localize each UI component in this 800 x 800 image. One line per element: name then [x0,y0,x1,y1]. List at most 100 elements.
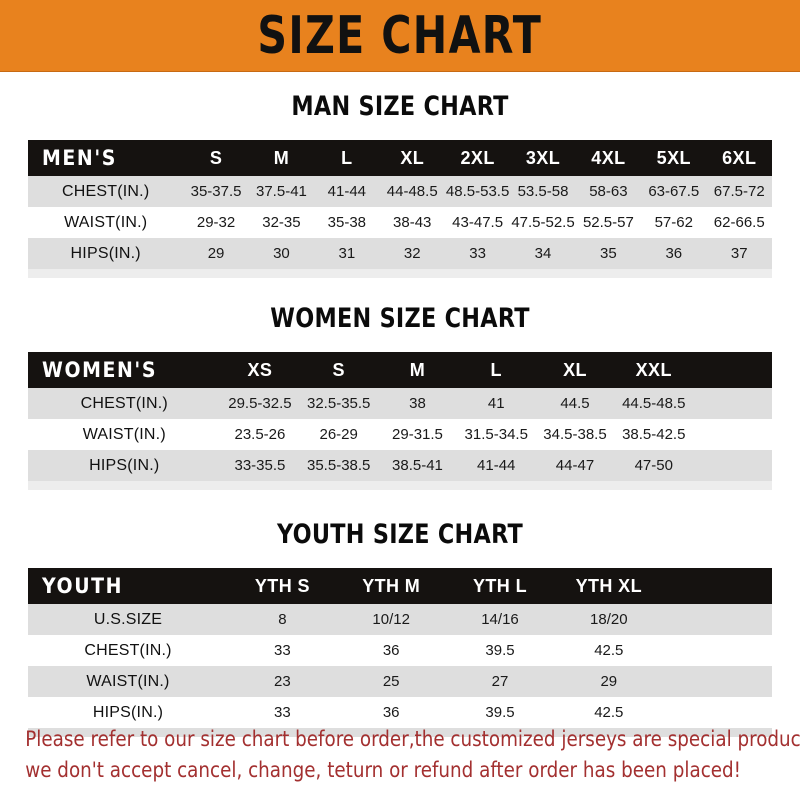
women-spacer-cell [693,388,772,419]
youth-cell: 18/20 [554,604,664,635]
men-cell: 35-37.5 [183,176,249,207]
men-cell: 67.5-72 [706,176,772,207]
men-size-header: 3XL [510,140,576,176]
women-table-tail-cell [28,481,772,490]
youth-row-label: HIPS(IN.) [28,697,228,728]
youth-row-label: WAIST(IN.) [28,666,228,697]
youth-cell: 29 [554,666,664,697]
youth-cell: 10/12 [336,604,446,635]
table-row: CHEST(IN.) 29.5-32.5 32.5-35.5 38 41 44.5 44.5… [28,388,772,419]
women-cell: 44-47 [535,450,615,481]
men-cell: 58-63 [575,176,642,207]
women-section-title: WOMEN SIZE CHART [270,303,530,334]
women-cell: 31.5-34.5 [456,419,536,450]
women-spacer-cell [693,419,772,450]
men-table-tail [28,269,772,278]
youth-cell: 36 [336,635,446,666]
spacer [0,490,800,520]
men-cell: 62-66.5 [706,207,772,238]
table-row: CHEST(IN.) 33 36 39.5 42.5 [28,635,772,666]
youth-spacer-cell [663,635,772,666]
youth-cell: 39.5 [445,635,555,666]
women-size-header: XXL [614,352,694,388]
youth-row-label: U.S.SIZE [28,604,228,635]
men-cell: 57-62 [641,207,707,238]
youth-cell: 39.5 [445,697,555,728]
youth-header-spacer-cell [663,568,772,604]
disclaimer: Please refer to our size chart before or… [0,724,800,786]
table-row: WAIST(IN.) 23.5-26 26-29 29-31.5 31.5-34.5 34… [28,419,772,450]
women-size-header: M [378,352,457,388]
women-cell: 32.5-35.5 [299,388,379,419]
youth-cell: 8 [228,604,337,635]
table-row: HIPS(IN.) 33-35.5 35.5-38.5 38.5-41 41-44 44-… [28,450,772,481]
men-cell: 32 [379,238,445,269]
table-row: CHEST(IN.) 35-37.5 37.5-41 41-44 44-48.5 48.5… [28,176,772,207]
youth-table-tail [28,728,772,737]
women-header-spacer-cell [693,352,772,388]
men-cell: 32-35 [248,207,315,238]
men-cell: 31 [314,238,380,269]
youth-cell: 14/16 [445,604,555,635]
youth-section-title: YOUTH SIZE CHART [277,519,523,550]
youth-corner-label: YOUTH [28,568,228,604]
table-row: HIPS(IN.) 33 36 39.5 42.5 [28,697,772,728]
women-size-header: S [299,352,379,388]
women-cell: 26-29 [299,419,379,450]
men-cell: 34 [510,238,576,269]
women-table-tail [28,481,772,490]
women-spacer-cell [693,450,772,481]
men-cell: 47.5-52.5 [510,207,576,238]
men-cell: 37 [706,238,772,269]
disclaimer-line-1: Please refer to our size chart before or… [25,727,800,751]
youth-spacer-cell [663,666,772,697]
women-cell: 29.5-32.5 [220,388,300,419]
women-cell: 29-31.5 [378,419,457,450]
youth-table-wrap: YOUTH YTH S YTH M YTH L YTH XL U.S.SIZE 8 10/12… [28,568,772,737]
youth-size-header: YTH M [336,568,446,604]
youth-header-row: YOUTH YTH S YTH M YTH L YTH XL [28,568,772,604]
men-cell: 44-48.5 [379,176,445,207]
men-size-header: S [183,140,249,176]
youth-row-label: CHEST(IN.) [28,635,228,666]
men-section-title: MAN SIZE CHART [291,91,509,122]
men-cell: 36 [641,238,707,269]
men-row-label: CHEST(IN.) [28,176,184,207]
women-row-label: CHEST(IN.) [28,388,221,419]
women-size-header: L [456,352,536,388]
women-cell: 35.5-38.5 [299,450,379,481]
women-corner-label: WOMEN'S [28,352,221,388]
men-cell: 52.5-57 [575,207,642,238]
spacer [0,334,800,352]
men-row-label: WAIST(IN.) [28,207,184,238]
youth-cell: 36 [336,697,446,728]
men-size-header: XL [379,140,445,176]
men-cell: 63-67.5 [641,176,707,207]
men-cell: 38-43 [379,207,445,238]
men-cell: 29 [183,238,249,269]
youth-size-header: YTH L [445,568,555,604]
page-title: SIZE CHART [257,5,543,66]
women-cell: 23.5-26 [220,419,300,450]
men-cell: 35 [575,238,642,269]
women-table-body: WOMEN'S XS S M L XL XXL CHEST(IN.) 29.5-32.5 32.5… [28,352,772,490]
women-cell: 38.5-42.5 [614,419,694,450]
women-size-table: WOMEN'S XS S M L XL XXL CHEST(IN.) 29.5-32.5 32.5… [28,352,772,490]
men-cell: 41-44 [314,176,380,207]
youth-cell: 42.5 [554,697,664,728]
youth-cell: 33 [228,635,337,666]
youth-table-tail-cell [28,728,772,737]
women-row-label: WAIST(IN.) [28,419,221,450]
men-table-body: MEN'S S M L XL 2XL 3XL 4XL 5XL 6XL CHEST(IN.) 35-37… [28,140,772,278]
men-row-label: HIPS(IN.) [28,238,184,269]
youth-cell: 23 [228,666,337,697]
table-row: HIPS(IN.) 29 30 31 32 33 34 35 36 37 [28,238,772,269]
men-table-tail-cell [28,269,772,278]
youth-cell: 27 [445,666,555,697]
spacer [0,72,800,92]
men-cell: 30 [248,238,315,269]
spacer [0,550,800,568]
page-banner: SIZE CHART [0,0,800,72]
men-size-header: 5XL [641,140,707,176]
men-cell: 33 [444,238,511,269]
